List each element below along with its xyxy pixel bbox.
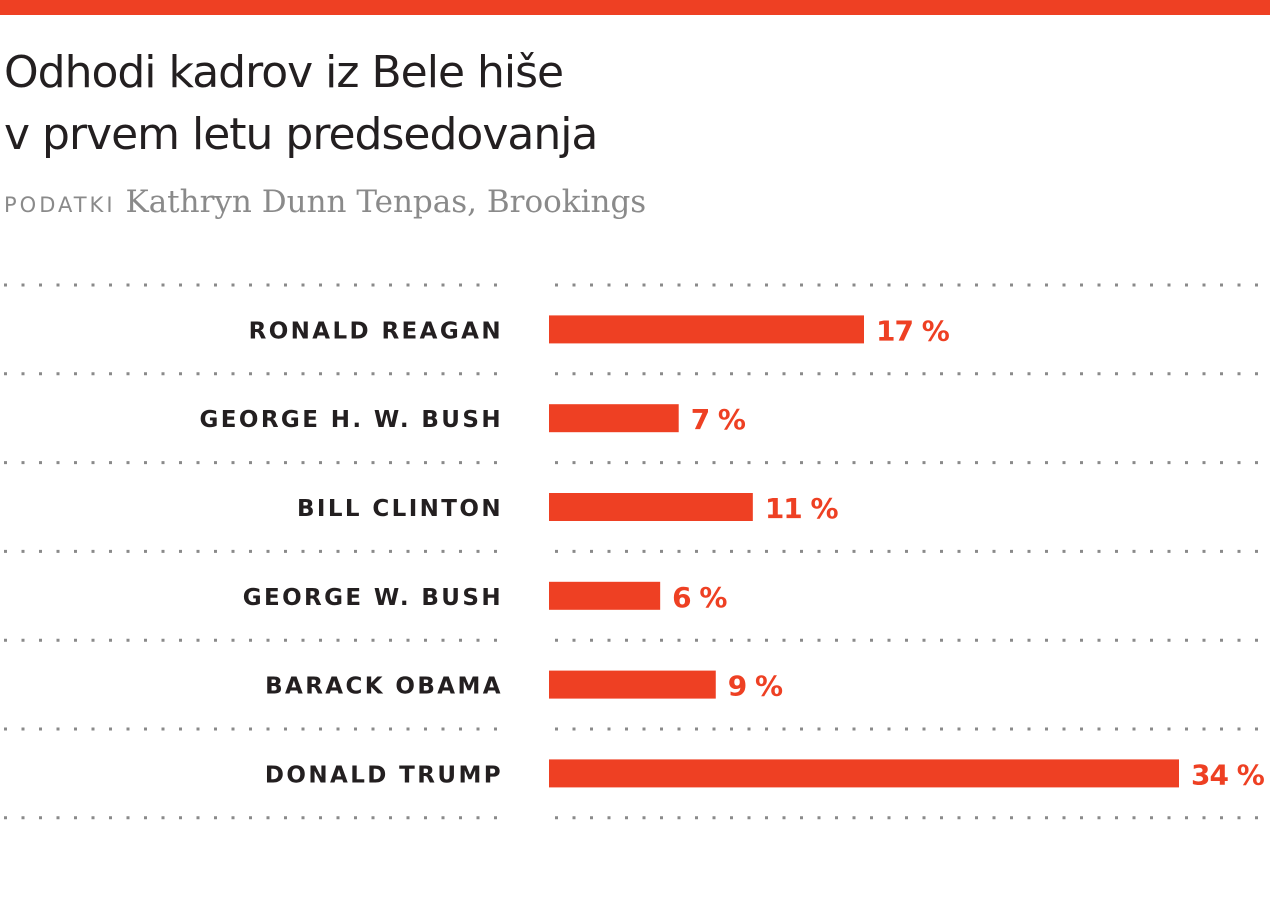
bar <box>549 670 716 699</box>
value-label: 9 % <box>728 670 783 703</box>
bar <box>549 581 661 610</box>
value-label: 34 % <box>1191 758 1265 791</box>
category-label: BARACK OBAMA <box>265 674 503 700</box>
chart-title-line-1: Odhodi kadrov iz Bele hiše <box>4 47 564 98</box>
bar <box>549 404 679 433</box>
top-accent-bar <box>0 0 1270 15</box>
source-credit: PODATKI Kathryn Dunn Tenpas, Brookings <box>4 184 646 220</box>
source-text: Kathryn Dunn Tenpas, Brookings <box>125 184 647 220</box>
value-label: 11 % <box>765 492 839 525</box>
category-label: RONALD REAGAN <box>249 318 503 344</box>
bar <box>549 315 864 344</box>
source-label: PODATKI <box>4 193 116 217</box>
bar <box>549 759 1179 788</box>
value-label: 7 % <box>691 403 746 436</box>
category-label: BILL CLINTON <box>297 496 503 522</box>
value-label: 17 % <box>876 314 950 347</box>
category-label: DONALD TRUMP <box>265 762 503 788</box>
chart-title-line-2: v prvem letu predsedovanja <box>4 109 598 160</box>
value-label: 6 % <box>672 581 727 614</box>
chart-title: Odhodi kadrov iz Bele hiše v prvem letu … <box>4 42 598 166</box>
bar <box>549 493 753 521</box>
category-label: GEORGE H. W. BUSH <box>199 407 503 433</box>
category-label: GEORGE W. BUSH <box>243 585 503 611</box>
